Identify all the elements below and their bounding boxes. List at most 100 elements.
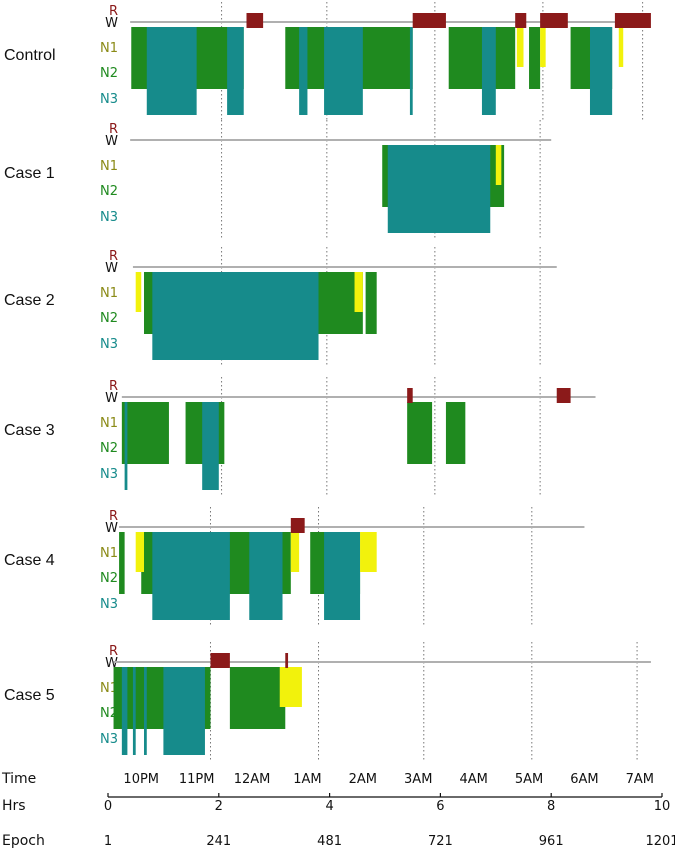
stage-label-n2: N2 — [100, 441, 118, 456]
stage-label-n3: N3 — [100, 597, 118, 612]
tick-label-time: 2AM — [349, 772, 377, 787]
segment-n3 — [163, 667, 205, 755]
stage-label-n1: N1 — [100, 159, 118, 174]
panel-title: Case 2 — [4, 292, 55, 309]
segment-n2 — [529, 27, 541, 89]
panel-1: Case 1 RW N1 N2 N3 — [4, 120, 552, 240]
segment-n3 — [299, 27, 308, 115]
axis-label-time: Time — [1, 771, 36, 787]
stage-label-w: W — [105, 391, 118, 406]
segment-n1 — [290, 532, 300, 572]
panel-title: Case 5 — [4, 687, 55, 704]
segment-n3 — [227, 27, 244, 115]
tick-label-time: 10PM — [123, 772, 159, 787]
tick-label-time: 5AM — [515, 772, 543, 787]
stage-label-w: W — [105, 134, 118, 149]
segment-n2 — [229, 667, 286, 729]
segment-n2 — [365, 272, 377, 334]
stage-label-w: W — [105, 16, 118, 31]
segment-n3 — [324, 27, 363, 115]
stage-label-r: R — [109, 509, 118, 524]
panel-title: Control — [4, 47, 56, 64]
segment-r — [412, 13, 446, 28]
segment-r — [285, 653, 289, 668]
segment-n3 — [152, 532, 230, 620]
segment-n1 — [360, 532, 377, 572]
tick-label-hrs: 10 — [654, 799, 671, 814]
stage-label-n1: N1 — [100, 416, 118, 431]
tick-label-epoch: 721 — [428, 834, 453, 849]
segment-n3 — [144, 667, 147, 755]
stage-label-n3: N3 — [100, 467, 118, 482]
stage-label-r: R — [109, 644, 118, 659]
stage-label-n2: N2 — [100, 66, 118, 81]
stage-label-w: W — [105, 521, 118, 536]
tick-label-epoch: 1 — [104, 834, 112, 849]
panel-4: Case 4 RW N1 N2 N3 — [4, 507, 585, 627]
segment-n2 — [121, 402, 169, 464]
tick-label-time: 12AM — [234, 772, 271, 787]
stage-label-n1: N1 — [100, 546, 118, 561]
segment-n3 — [152, 272, 319, 360]
stage-label-n2: N2 — [100, 571, 118, 586]
tick-label-time: 1AM — [293, 772, 321, 787]
stage-label-n3: N3 — [100, 210, 118, 225]
tick-label-time: 11PM — [179, 772, 215, 787]
segment-n3 — [132, 667, 136, 755]
segment-r — [556, 388, 571, 403]
panel-title: Case 1 — [4, 165, 55, 182]
segment-n3 — [249, 532, 283, 620]
segment-n1 — [495, 145, 502, 185]
axis-label-hrs: Hrs — [2, 798, 26, 814]
tick-label-epoch: 1201 — [645, 834, 675, 849]
tick-label-hrs: 2 — [215, 799, 223, 814]
segment-n3 — [121, 667, 128, 755]
tick-label-epoch: 481 — [317, 834, 342, 849]
segment-n1 — [516, 27, 524, 67]
stage-label-n1: N1 — [100, 41, 118, 56]
tick-label-time: 7AM — [626, 772, 654, 787]
segment-n3 — [409, 27, 413, 115]
axis-label-epoch: Epoch — [2, 833, 45, 849]
axes-layer: Time 10PM 11PM 12AM 1AM 2AM 3AM 4AM 5AM 6AM 7AM Hrs… — [1, 771, 675, 849]
segment-n3 — [387, 145, 491, 233]
tick-label-epoch: 961 — [539, 834, 564, 849]
segment-n1 — [618, 27, 624, 67]
segment-r — [540, 13, 568, 28]
stage-label-n2: N2 — [100, 311, 118, 326]
segment-n3 — [146, 27, 197, 115]
segment-n2 — [445, 402, 466, 464]
segment-n1 — [135, 272, 142, 312]
segment-n1 — [540, 27, 546, 67]
stage-label-n2: N2 — [100, 184, 118, 199]
segment-n3 — [202, 402, 219, 490]
segment-r — [290, 518, 305, 533]
tick-label-time: 4AM — [459, 772, 487, 787]
panel-title: Case 3 — [4, 422, 55, 439]
stage-label-r: R — [109, 379, 118, 394]
tick-label-hrs: 0 — [104, 799, 112, 814]
stage-label-n3: N3 — [100, 732, 118, 747]
segment-n1 — [135, 532, 145, 572]
stage-label-r: R — [109, 4, 118, 19]
segment-n2 — [119, 532, 125, 594]
tick-label-time: 3AM — [404, 772, 432, 787]
tick-label-hrs: 6 — [436, 799, 444, 814]
segment-n3 — [324, 532, 361, 620]
segment-r — [210, 653, 230, 668]
stage-label-w: W — [105, 261, 118, 276]
stage-label-n2: N2 — [100, 706, 118, 721]
panel-title: Case 4 — [4, 552, 55, 569]
panel-0: Control RW N1 N2 N3 — [4, 2, 651, 122]
panel-3: Case 3 RW N1 N2 N3 — [4, 377, 596, 497]
segment-r — [407, 388, 413, 403]
segment-r — [515, 13, 527, 28]
tick-label-time: 6AM — [570, 772, 598, 787]
segment-n2 — [407, 402, 433, 464]
segment-r — [246, 13, 264, 28]
segment-n1 — [354, 272, 363, 312]
segment-r — [614, 13, 651, 28]
tick-label-hrs: 8 — [547, 799, 555, 814]
